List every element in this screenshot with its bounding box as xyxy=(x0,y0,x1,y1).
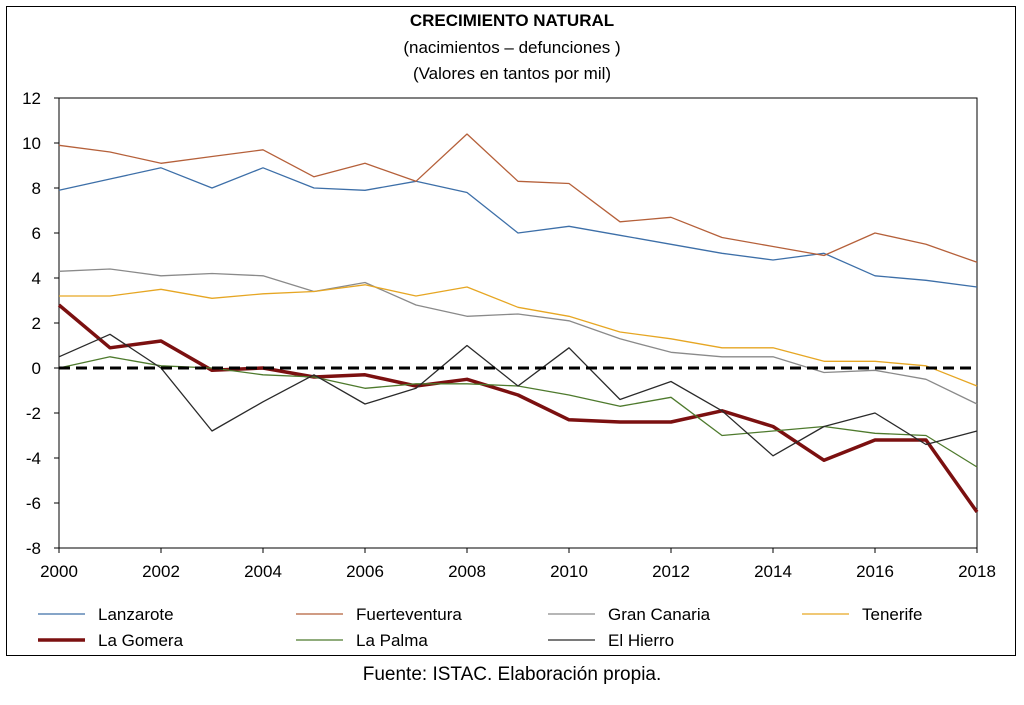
legend-label-gran-canaria: Gran Canaria xyxy=(608,605,711,624)
y-tick-label: -4 xyxy=(26,449,41,468)
x-tick-label: 2004 xyxy=(244,562,282,581)
y-tick-label: -2 xyxy=(26,404,41,423)
y-tick-label: 12 xyxy=(22,89,41,108)
legend-label-lanzarote: Lanzarote xyxy=(98,605,174,624)
series-line-fuerteventura xyxy=(58,133,978,263)
series-line-la-gomera xyxy=(57,303,979,514)
legend-label-tenerife: Tenerife xyxy=(862,605,922,624)
source-note: Fuente: ISTAC. Elaboración propia. xyxy=(362,664,662,685)
x-tick-label: 2012 xyxy=(652,562,690,581)
series-line-lanzarote xyxy=(58,167,978,288)
x-tick-label: 2016 xyxy=(856,562,894,581)
x-tick-label: 2018 xyxy=(958,562,996,581)
legend-label-la-gomera: La Gomera xyxy=(98,631,184,650)
x-tick-label: 2010 xyxy=(550,562,588,581)
x-tick-label: 2000 xyxy=(40,562,78,581)
y-tick-label: 10 xyxy=(22,134,41,153)
y-tick-label: 8 xyxy=(32,179,41,198)
y-tick-label: -6 xyxy=(26,494,41,513)
plot-border xyxy=(58,97,978,549)
series-line-tenerife xyxy=(59,284,978,387)
x-tick-label: 2008 xyxy=(448,562,486,581)
series-line-el-hierro xyxy=(58,333,978,457)
legend-label-el-hierro: El Hierro xyxy=(608,631,674,650)
plot-area: 12 10 8 6 4 2 0 -2 -4 -6 -8 2000 2002 2004 2006 2008 201… xyxy=(22,89,996,581)
chart-subtitle-1: (nacimientos – defunciones ) xyxy=(403,38,621,57)
y-tick-label: -8 xyxy=(26,539,41,558)
y-tick-label: 4 xyxy=(32,269,41,288)
x-tick-label: 2006 xyxy=(346,562,384,581)
line-chart: 12 10 8 6 4 2 0 -2 -4 -6 -8 2000 2002 2004 2006 2008 201… xyxy=(22,89,996,650)
legend-label-fuerteventura: Fuerteventura xyxy=(356,605,462,624)
legend: Lanzarote Fuerteventura Gran Canaria Teneri… xyxy=(38,605,922,650)
y-tick-label: 0 xyxy=(32,359,41,378)
x-tick-label: 2002 xyxy=(142,562,180,581)
y-tick-label: 6 xyxy=(32,224,41,243)
chart-title: CRECIMIENTO NATURAL xyxy=(409,11,615,30)
series-line-gran-canaria xyxy=(58,268,978,405)
x-tick-label: 2014 xyxy=(754,562,792,581)
legend-label-la-palma: La Palma xyxy=(356,631,428,650)
y-tick-label: 2 xyxy=(32,314,41,333)
chart-subtitle-2: (Valores en tantos por mil) xyxy=(412,64,612,83)
